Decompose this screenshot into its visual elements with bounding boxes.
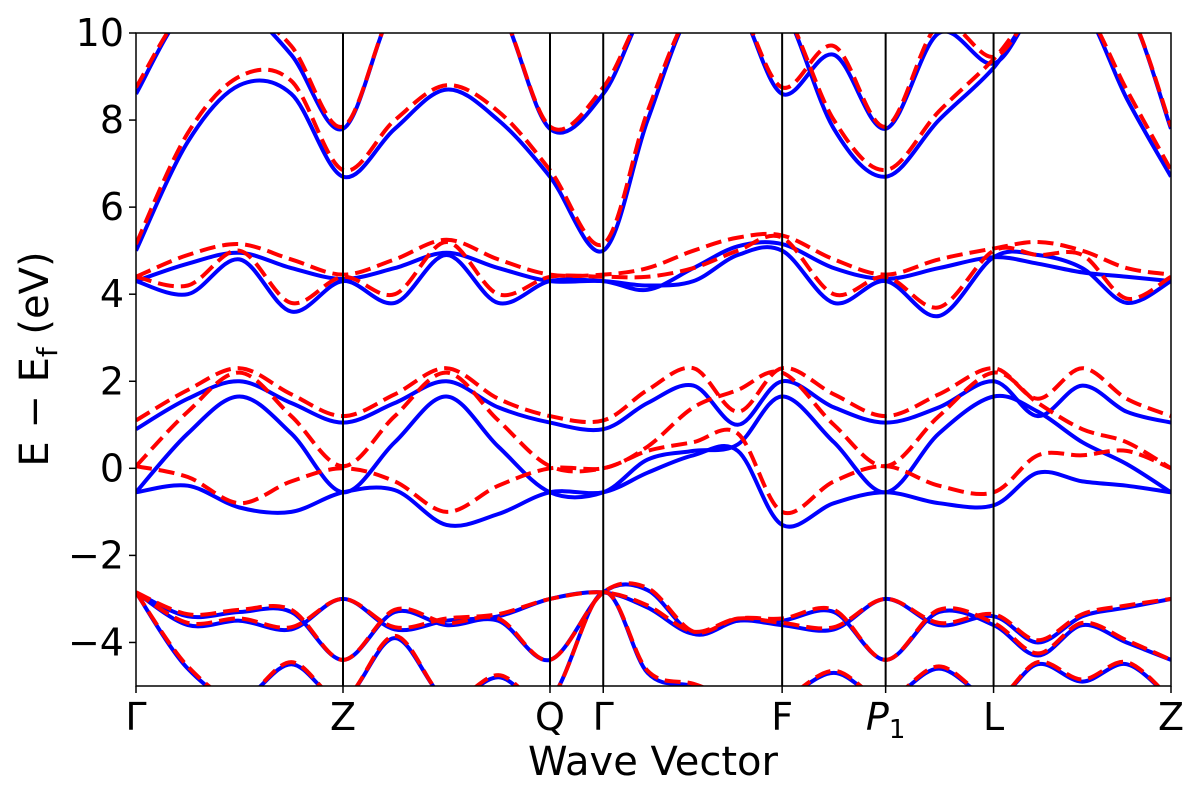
x-tick-label: L [983, 695, 1004, 739]
band-line-solid-7 [136, 590, 1171, 645]
band-line-dashed-16 [136, 33, 1171, 132]
band-line-dashed-18 [136, 581, 1171, 662]
x-tick-label: Γ [593, 695, 614, 739]
x-tick-label: Z [1158, 695, 1184, 739]
x-tick-label: Γ [125, 695, 146, 739]
y-tick-label: −4 [68, 620, 124, 664]
band-line-solid-2 [136, 379, 1171, 433]
y-tick-label: 6 [100, 185, 124, 229]
x-tick-label: Z [330, 695, 356, 739]
band-line-dashed-12 [136, 365, 1171, 425]
x-tick-label-main: Z [1158, 695, 1184, 739]
kpoint-lines-layer [342, 33, 995, 686]
x-tick-label-main: Q [535, 695, 565, 739]
x-tick-label: P1 [866, 695, 905, 745]
x-tick-label-main: Γ [125, 695, 146, 739]
x-tick-label-main: F [771, 695, 793, 739]
band-line-dashed-14 [136, 231, 1171, 279]
band-line-solid-4 [136, 240, 1171, 293]
y-axis-label: E − Ef (eV) [12, 251, 64, 466]
band-line-solid-8 [136, 582, 1171, 662]
band-line-dashed-17 [136, 590, 1171, 643]
y-ticks-layer: −4 −2 0 2 4 6 8 10 [68, 11, 136, 664]
y-tick-label: 0 [100, 446, 124, 490]
band-line-dashed-13 [136, 233, 1171, 310]
y-tick-label: 10 [76, 11, 124, 55]
x-tick-label: Q [535, 695, 565, 739]
y-axis-label-unit: (eV) [12, 251, 58, 347]
bands-layer [136, 33, 1171, 686]
x-tick-label-subscript: 1 [889, 715, 906, 745]
y-axis-label-main: E − E [12, 357, 58, 467]
x-tick-label-main: L [983, 695, 1004, 739]
band-line-dashed-15 [136, 33, 1171, 248]
x-tick-label: F [771, 695, 793, 739]
x-tick-label-main: Γ [593, 695, 614, 739]
y-tick-label: 4 [100, 272, 124, 316]
band-line-solid-0 [136, 444, 1171, 529]
band-line-dashed-10 [136, 427, 1171, 516]
y-axis-label-subscript: f [31, 346, 64, 357]
band-line-solid-1 [136, 393, 1171, 500]
band-line-solid-6 [136, 33, 1171, 135]
y-tick-label: −2 [68, 533, 124, 577]
x-axis-label: Wave Vector [528, 739, 779, 785]
x-ticks-layer: Γ Z Q Γ F P1 L Z [125, 686, 1184, 745]
y-tick-label: 2 [100, 359, 124, 403]
x-tick-label-main: P [866, 695, 889, 739]
x-tick-label-main: Z [330, 695, 356, 739]
band-line-dashed-19 [136, 590, 1161, 686]
plot-frame [135, 32, 1172, 687]
y-tick-label: 8 [100, 98, 124, 142]
